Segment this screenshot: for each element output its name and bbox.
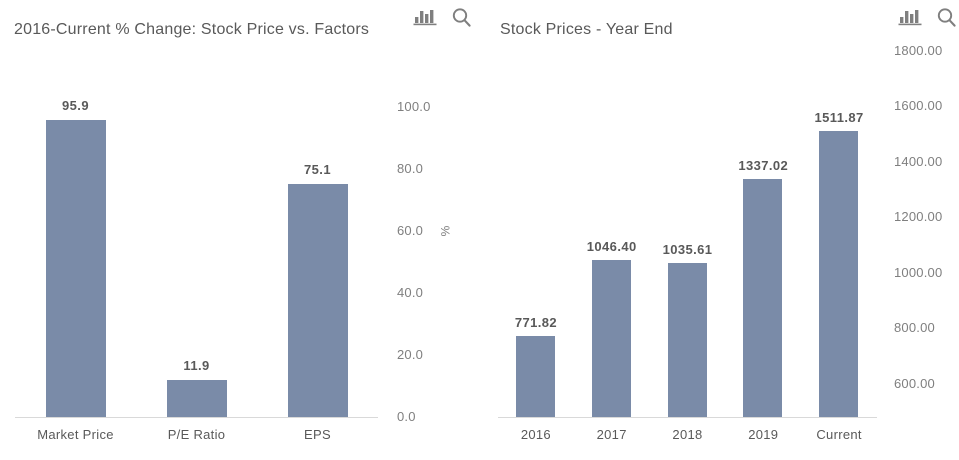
bar-chart-icon[interactable]: [898, 6, 924, 26]
y-tick-label: 1000.00: [894, 265, 943, 280]
axis-baseline: [15, 417, 378, 418]
chart-toolbar: [413, 6, 472, 29]
x-tick-label: 2017: [596, 427, 627, 442]
bar-value-label: 1046.40: [586, 239, 637, 254]
x-tick-label: P/E Ratio: [167, 427, 226, 442]
x-tick-label: EPS: [304, 427, 331, 442]
bar-chart-icon[interactable]: [413, 6, 439, 26]
x-tick-label: Market Price: [37, 427, 114, 442]
x-tick-label: 2018: [672, 427, 703, 442]
y-tick-label: 20.0: [397, 347, 424, 362]
y-tick-label: 80.0: [397, 161, 424, 176]
bar-slot: 75.1: [257, 107, 378, 417]
bar-value-label: 95.9: [62, 98, 89, 113]
plot-area: 771.82 1046.40 1035.61 1337.02 1511.87: [498, 51, 877, 417]
axis-baseline: [498, 417, 877, 418]
x-tick-label: 2019: [748, 427, 779, 442]
bar-slot: 95.9: [15, 98, 136, 417]
y-tick-label: 1200.00: [894, 209, 943, 224]
y-tick-label: 60.0: [397, 223, 424, 238]
bar-value-label: 771.82: [514, 315, 557, 330]
bar-2018[interactable]: [667, 263, 707, 417]
chart-panel-pct-change: 2016-Current % Change: Stock Price vs. F…: [0, 0, 477, 460]
bar-slot: 1337.02: [725, 51, 801, 417]
bar-slot: 11.9: [136, 107, 257, 417]
bar-value-label: 75.1: [304, 162, 331, 177]
x-tick-label: 2016: [520, 427, 551, 442]
bar-2019[interactable]: [743, 179, 783, 417]
chart-title: 2016-Current % Change: Stock Price vs. F…: [14, 21, 370, 38]
bar-current[interactable]: [819, 131, 859, 417]
bar-p-e-ratio[interactable]: [167, 380, 227, 417]
bar-2016[interactable]: [516, 336, 555, 417]
y-tick-label: 1400.00: [894, 154, 943, 169]
chart-title: Stock Prices - Year End: [500, 21, 673, 38]
bar-slot: 1511.87: [801, 51, 877, 417]
y-tick-label: 600.00: [894, 376, 935, 391]
magnifier-icon[interactable]: [936, 6, 957, 29]
bar-value-label: 1511.87: [814, 110, 864, 125]
y-tick-label: 0.0: [397, 409, 416, 424]
bar-slot: 1046.40: [574, 51, 650, 417]
y-axis-title: %: [438, 225, 453, 237]
y-tick-label: 1600.00: [894, 98, 943, 113]
chart-toolbar: [898, 6, 957, 29]
y-tick-label: 1800.00: [894, 43, 943, 58]
y-tick-label: 100.0: [397, 99, 431, 114]
bar-value-label: 1337.02: [738, 158, 789, 173]
bar-slot: 771.82: [498, 51, 574, 417]
bar-slot: 1035.61: [650, 51, 726, 417]
x-tick-label: Current: [816, 427, 862, 442]
y-tick-label: 40.0: [397, 285, 424, 300]
chart-panel-year-end-prices: Stock Prices - Year End 771.82 1046.40 103…: [477, 0, 959, 460]
y-tick-label: 800.00: [894, 320, 935, 335]
magnifier-icon[interactable]: [451, 6, 472, 29]
plot-area: 95.9 11.9 75.1: [15, 98, 378, 417]
bar-2017[interactable]: [591, 260, 631, 417]
bar-eps[interactable]: [288, 184, 348, 417]
bar-market-price[interactable]: [46, 120, 106, 417]
bar-value-label: 1035.61: [662, 242, 713, 257]
bar-value-label: 11.9: [183, 358, 210, 373]
